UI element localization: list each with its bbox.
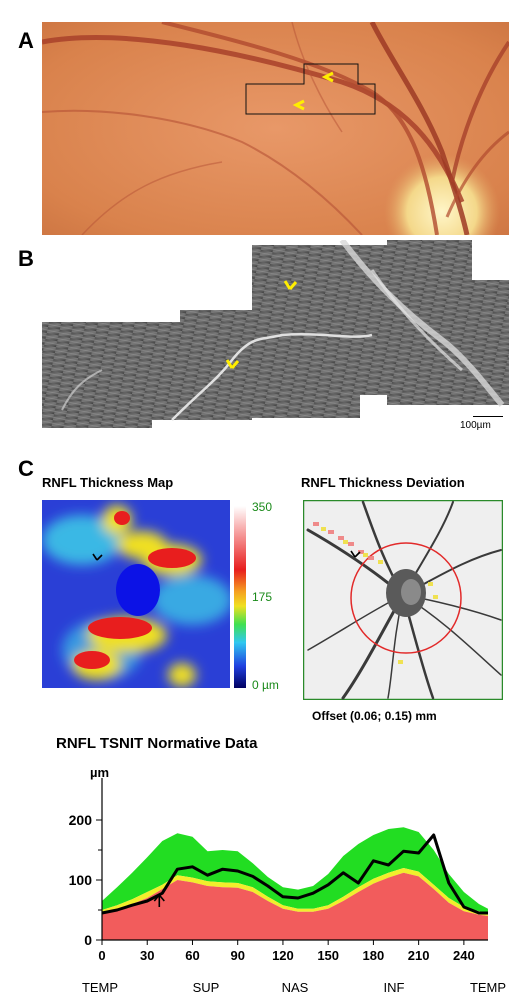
tsnit-title: RNFL TSNIT Normative Data — [56, 735, 258, 752]
x-tick-label: 90 — [230, 948, 244, 963]
x-tick-label: 240 — [453, 948, 475, 963]
x-tick-label: 180 — [363, 948, 385, 963]
arrow-icon — [321, 71, 334, 83]
x-tick-label: 210 — [408, 948, 430, 963]
arrow-icon — [292, 99, 305, 111]
panel-c-letter: C — [18, 456, 34, 481]
abnormal-band — [102, 872, 488, 940]
tsnit-chart: 0 100 200 0 30 60 90 120 150 180 210 240 TEMP SUP NAS I… — [69, 778, 506, 995]
patient-line — [101, 833, 488, 915]
region-label: TEMP — [82, 980, 118, 995]
normal-band — [102, 827, 488, 913]
region-label: TEMP — [470, 980, 506, 995]
y-tick-label: 0 — [84, 932, 92, 948]
ao-montage — [42, 240, 509, 428]
thickness-heatmap — [42, 500, 230, 688]
borderline-band — [102, 868, 488, 916]
y-tick-label: 200 — [69, 812, 93, 828]
x-tick-label: 60 — [185, 948, 199, 963]
y-tick-label: 100 — [69, 872, 93, 888]
region-label: INF — [384, 980, 405, 995]
arrow-icon — [283, 280, 298, 290]
deviation-offset: Offset (0.06; 0.15) mm — [312, 709, 437, 723]
arrow-icon — [92, 553, 103, 561]
arrow-icon — [225, 359, 240, 369]
scale-bar — [473, 416, 503, 417]
deviation-title: RNFL Thickness Deviation — [301, 475, 465, 490]
panel-b-letter: B — [18, 246, 34, 271]
panel-a-letter: A — [18, 28, 34, 53]
tsnit-ylabel: µm — [90, 765, 110, 780]
deviation-map — [303, 500, 503, 700]
fundus-photo — [42, 22, 509, 235]
x-tick-label: 120 — [272, 948, 294, 963]
scale-bar-label: 100µm — [460, 420, 491, 431]
x-tick-label: 0 — [98, 948, 105, 963]
arrow-icon — [350, 550, 361, 558]
colorbar-tick-mid: 175 — [252, 590, 273, 604]
thickness-map-title: RNFL Thickness Map — [42, 475, 174, 490]
x-tick-label: 150 — [317, 948, 339, 963]
region-label: NAS — [282, 980, 309, 995]
region-label: SUP — [193, 980, 220, 995]
x-tick-label: 30 — [140, 948, 154, 963]
arrow-icon — [153, 893, 165, 907]
colorbar-tick-low: 0 µm — [252, 678, 279, 692]
colorbar-tick-high: 350 — [252, 500, 273, 514]
colorbar — [234, 506, 246, 688]
